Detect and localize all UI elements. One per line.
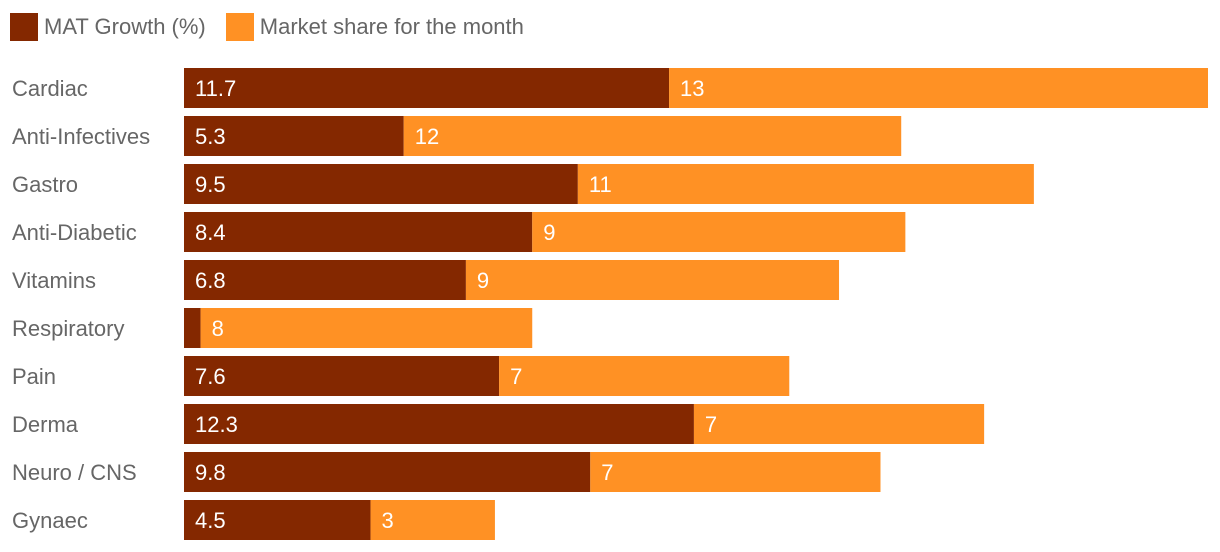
bar-mat-growth-gynaec (184, 500, 371, 540)
category-label-neuro-cns: Neuro / CNS (12, 460, 137, 485)
bar-market-share-for-the-month-gastro (577, 164, 1034, 204)
value-label-mat-growth-gastro: 9.5 (195, 172, 226, 197)
category-label-anti-infectives: Anti-Infectives (12, 124, 150, 149)
bar-mat-growth-anti-infectives (184, 116, 404, 156)
value-label-market-share-for-the-month-anti-infectives: 12 (415, 124, 439, 149)
category-label-pain: Pain (12, 364, 56, 389)
bar-market-share-for-the-month-respiratory (200, 308, 533, 348)
bar-mat-growth-cardiac (184, 68, 670, 108)
value-label-market-share-for-the-month-gastro: 11 (589, 172, 612, 197)
category-label-gynaec: Gynaec (12, 508, 88, 533)
bar-mat-growth-pain (184, 356, 500, 396)
legend-swatch-market-share (225, 13, 254, 41)
value-label-mat-growth-anti-diabetic: 8.4 (195, 220, 226, 245)
value-label-mat-growth-vitamins: 6.8 (195, 268, 226, 293)
value-label-market-share-for-the-month-respiratory: 8 (212, 316, 224, 341)
legend-label-mat-growth: MAT Growth (%) (44, 14, 206, 39)
value-label-mat-growth-gynaec: 4.5 (195, 508, 226, 533)
value-label-market-share-for-the-month-vitamins: 9 (477, 268, 489, 293)
category-label-anti-diabetic: Anti-Diabetic (12, 220, 137, 245)
bar-mat-growth-vitamins (184, 260, 466, 300)
category-label-vitamins: Vitamins (12, 268, 96, 293)
value-label-market-share-for-the-month-cardiac: 13 (680, 76, 704, 101)
value-label-mat-growth-derma: 12.3 (195, 412, 238, 437)
value-label-mat-growth-neuro-cns: 9.8 (195, 460, 226, 485)
legend-label-market-share: Market share for the month (259, 14, 524, 39)
category-label-derma: Derma (12, 412, 79, 437)
legend-item-market-share: Market share for the month (225, 13, 524, 41)
bar-market-share-for-the-month-vitamins (465, 260, 840, 300)
bar-mat-growth-anti-diabetic (184, 212, 533, 252)
value-label-market-share-for-the-month-gynaec: 3 (382, 508, 394, 533)
bar-market-share-for-the-month-neuro-cns (590, 452, 881, 492)
value-label-mat-growth-cardiac: 11.7 (195, 76, 236, 101)
bar-mat-growth-derma (184, 404, 694, 444)
bar-mat-growth-respiratory (184, 308, 201, 348)
bar-market-share-for-the-month-pain (499, 356, 790, 396)
category-label-respiratory: Respiratory (12, 316, 124, 341)
legend-item-mat-growth: MAT Growth (%) (10, 13, 206, 41)
category-label-gastro: Gastro (12, 172, 78, 197)
bar-market-share-for-the-month-anti-diabetic (532, 212, 906, 252)
value-label-mat-growth-anti-infectives: 5.3 (195, 124, 226, 149)
value-label-market-share-for-the-month-anti-diabetic: 9 (543, 220, 555, 245)
category-label-cardiac: Cardiac (12, 76, 88, 101)
value-label-market-share-for-the-month-neuro-cns: 7 (601, 460, 613, 485)
value-label-mat-growth-pain: 7.6 (195, 364, 226, 389)
legend-swatch-mat-growth (10, 13, 38, 41)
bar-market-share-for-the-month-cardiac (669, 68, 1208, 108)
value-label-market-share-for-the-month-derma: 7 (705, 412, 717, 437)
bar-mat-growth-neuro-cns (184, 452, 591, 492)
value-label-market-share-for-the-month-pain: 7 (510, 364, 522, 389)
bar-market-share-for-the-month-anti-infectives (403, 116, 902, 156)
bar-mat-growth-gastro (184, 164, 578, 204)
bar-market-share-for-the-month-derma (693, 404, 985, 444)
chart-legend: MAT Growth (%) Market share for the mont… (10, 12, 544, 42)
bar-market-share-for-the-month-gynaec (370, 500, 495, 540)
